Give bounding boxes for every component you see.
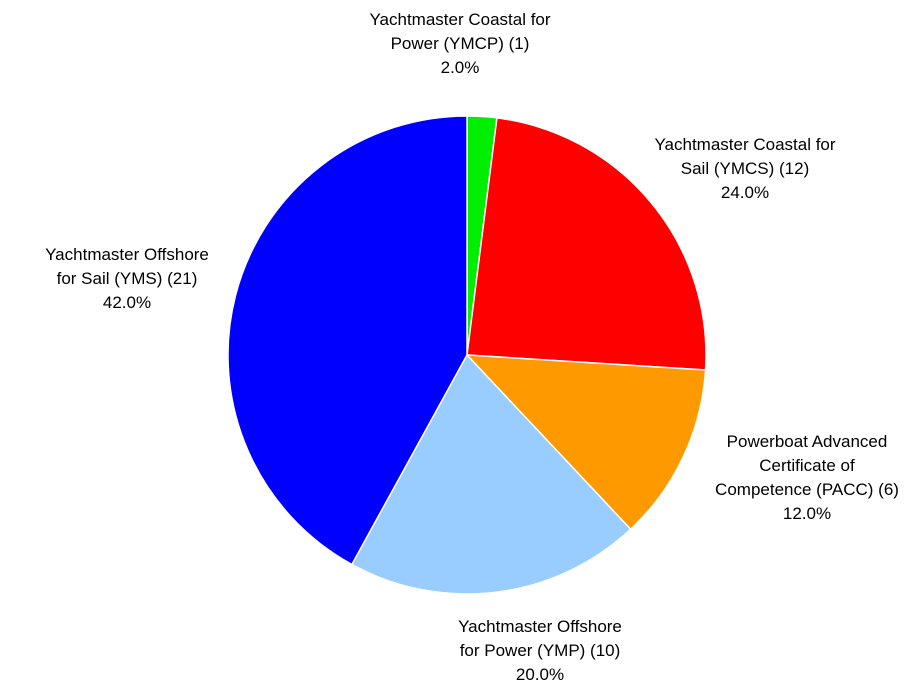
slice-percent: 20.0% bbox=[515, 665, 565, 684]
slice-label-line: for Sail (YMS) (21) bbox=[56, 269, 198, 288]
slice-label-line: Competence (PACC) (6) bbox=[715, 480, 899, 499]
slice-label-ymcp: Yachtmaster Coastal for Power (YMCP) (1)… bbox=[330, 8, 590, 80]
slice-label-line: Yachtmaster Offshore bbox=[458, 617, 622, 636]
slice-percent: 2.0% bbox=[440, 58, 480, 77]
slice-label-line: for Power (YMP) (10) bbox=[459, 641, 621, 660]
slice-label-line: Power (YMCP) (1) bbox=[390, 34, 530, 53]
pie-slice-4 bbox=[227, 115, 468, 566]
pie-slice-3 bbox=[350, 353, 632, 595]
slice-label-line: Powerboat Advanced bbox=[726, 432, 888, 451]
slice-label-yms: Yachtmaster Offshore for Sail (YMS) (21)… bbox=[0, 243, 254, 315]
slice-label-ymcs: Yachtmaster Coastal for Sail (YMCS) (12)… bbox=[615, 133, 875, 205]
slice-label-line: Yachtmaster Offshore bbox=[45, 245, 209, 264]
slice-label-line: Certificate of bbox=[759, 456, 855, 475]
slice-label-line: Yachtmaster Coastal for bbox=[369, 10, 551, 29]
slice-percent: 24.0% bbox=[720, 183, 770, 202]
slice-percent: 42.0% bbox=[102, 293, 152, 312]
pie-slice-2 bbox=[465, 354, 707, 531]
slice-label-line: Sail (YMCS) (12) bbox=[680, 159, 810, 178]
slice-label-ymp: Yachtmaster Offshore for Power (YMP) (10… bbox=[410, 615, 670, 687]
slice-label-line: Yachtmaster Coastal for bbox=[654, 135, 836, 154]
slice-percent: 12.0% bbox=[782, 504, 832, 523]
slice-label-pacc: Powerboat Advanced Certificate of Compet… bbox=[695, 430, 919, 526]
pie-slice-1 bbox=[466, 117, 707, 371]
